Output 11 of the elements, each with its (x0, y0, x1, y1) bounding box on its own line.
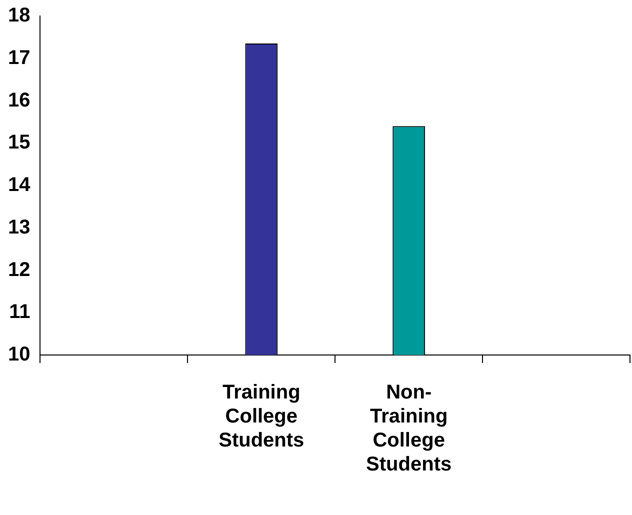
x-tick-label: Non-Training College Students (366, 382, 452, 476)
y-tick-label: 16 (8, 89, 30, 112)
y-tick-label: 15 (8, 132, 30, 154)
y-tick-label: 14 (8, 174, 32, 196)
y-tick-label: 18 (8, 4, 30, 27)
y-tick-label: 11 (9, 301, 30, 324)
y-tick-label: 17 (8, 46, 30, 69)
x-tick-label: Training College Students (218, 382, 304, 452)
y-tick-label: 10 (8, 344, 30, 366)
y-tick-label: 12 (8, 258, 30, 281)
y-tick-label: 13 (8, 216, 30, 238)
